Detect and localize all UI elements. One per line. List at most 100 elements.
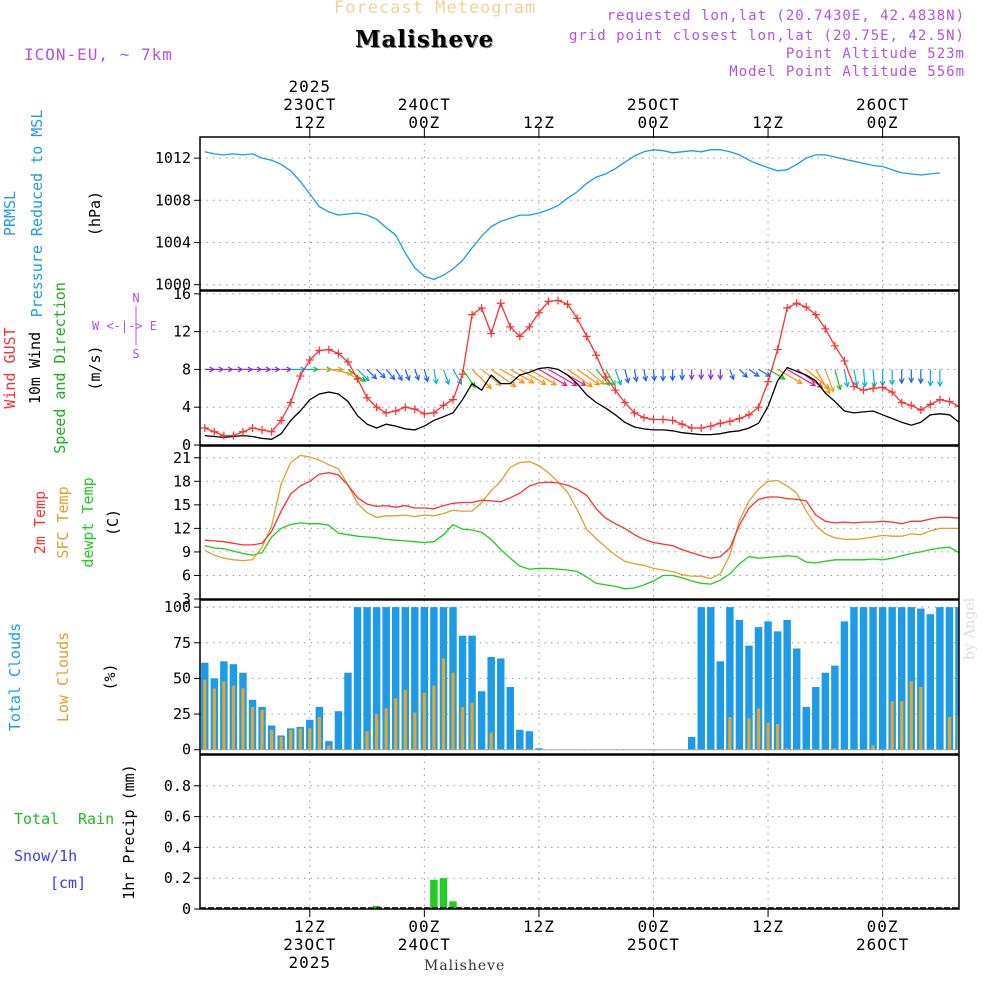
wind-arrow-head <box>486 383 492 390</box>
gust-marker <box>897 398 906 407</box>
gust-marker <box>754 403 763 412</box>
top-time-label: 2025 <box>289 77 332 96</box>
wind-arrow-head <box>753 371 760 377</box>
y-tick-label: 12 <box>173 323 191 341</box>
top-time-label: 23OCT <box>283 95 336 114</box>
low-cloud-bar <box>451 672 455 750</box>
low-cloud-bar <box>432 685 436 750</box>
wind-arrow-head <box>871 382 878 389</box>
wind-arrow <box>927 369 934 387</box>
panel-data <box>200 607 959 751</box>
compass-north: N <box>132 291 139 305</box>
wind-arrow-shaft <box>777 368 802 384</box>
low-cloud-bar <box>279 736 283 750</box>
series-line-dewpt-temp <box>204 522 959 590</box>
bottom-time-label: 00Z <box>867 917 899 936</box>
bottom-time-label: 25OCT <box>627 935 680 954</box>
wind-arrow-shaft <box>548 368 577 387</box>
wind-arrow <box>614 369 623 386</box>
panel-frame <box>199 445 960 600</box>
wind-arrow-shaft <box>834 369 841 390</box>
low-cloud-bar <box>919 686 923 750</box>
gust-marker <box>477 304 486 313</box>
gust-marker <box>449 395 457 404</box>
wind-arrow <box>908 369 915 384</box>
top-time-label: 00Z <box>408 113 440 132</box>
total-cloud-bar <box>821 672 830 750</box>
low-cloud-bar <box>489 732 493 750</box>
wind-arrow-head <box>518 378 526 384</box>
total-cloud-bar <box>506 686 515 750</box>
wind-arrow-head <box>616 379 623 386</box>
requested-coords: requested lon,lat (20.7430E, 42.4838N) <box>606 8 965 24</box>
y-tick-label: 4 <box>182 398 191 416</box>
gust-marker <box>592 351 601 360</box>
gust-marker <box>821 324 830 333</box>
total-cloud-bar <box>859 607 868 750</box>
low-cloud-bar <box>947 716 952 750</box>
low-cloud-bar <box>260 709 264 750</box>
wind-arrow-head <box>742 372 748 378</box>
wind-arrow <box>717 369 724 381</box>
y-tick-label: 0 <box>182 741 191 759</box>
wind-arrow <box>509 368 535 384</box>
wind-arrow <box>529 368 557 386</box>
wind-arrow <box>471 368 492 390</box>
wind-arrow-head <box>586 381 593 388</box>
low-cloud-bar <box>441 658 446 750</box>
total-cloud-bar <box>687 736 696 750</box>
wind-arrow-shaft <box>624 369 629 383</box>
bottom-time-label: 2025 <box>289 953 332 972</box>
total-cloud-bar <box>745 645 753 750</box>
wind-arrow-head <box>571 380 578 387</box>
wind-arrow <box>347 368 366 383</box>
wind-arrow-head <box>825 388 831 395</box>
wind-arrow <box>834 369 843 391</box>
wind-arrow-head <box>359 376 366 383</box>
gust-marker <box>945 397 954 406</box>
wind-arrow <box>233 366 244 373</box>
bottom-time-label: 00Z <box>408 917 440 936</box>
gust-marker <box>830 341 839 350</box>
gust-marker <box>916 406 925 415</box>
wind-arrow-shaft <box>843 369 849 387</box>
top-time-label: 26OCT <box>856 95 909 114</box>
wind-arrow-shaft <box>586 368 605 385</box>
precip-rain-label: Rain <box>78 810 114 828</box>
wind-arrow-head <box>707 374 714 381</box>
wind-arrow-head <box>669 375 676 382</box>
wind-arrow-head <box>729 374 735 381</box>
panel-clouds: 0 25 50 75 100 Total Clouds Low Clouds (%) <box>6 598 960 759</box>
y-tick-label: 0.6 <box>164 808 191 826</box>
gust-marker <box>324 345 333 354</box>
wind-arrow <box>605 369 616 387</box>
y-tick-label: 18 <box>173 472 191 490</box>
wind-arrow-head <box>550 380 557 386</box>
bottom-time-label: 12Z <box>752 917 784 936</box>
compass-west-east: W <-|-> E <box>92 319 157 333</box>
low-cloud-bar <box>775 724 780 750</box>
series-line-10m-wind <box>204 366 959 440</box>
wind-arrow <box>824 369 835 393</box>
series-line-sfc-temp <box>204 454 959 580</box>
wind-arrow-shaft <box>758 368 771 377</box>
point-altitude: Point Altitude 523m <box>785 46 965 62</box>
wind-arrow <box>204 366 216 373</box>
total-cloud-bar <box>468 635 476 750</box>
wind-arrow-shaft <box>567 368 593 387</box>
wind-arrow-shaft <box>471 368 492 389</box>
low-cloud-bar <box>241 688 245 750</box>
total-cloud-bar <box>869 607 877 750</box>
total-cloud-bar <box>334 711 343 750</box>
wind-arrow-head <box>237 366 244 373</box>
gust-marker <box>802 303 811 312</box>
wind-arrow-head <box>817 382 824 388</box>
wind-arrow <box>843 369 850 388</box>
panel-data <box>204 149 940 281</box>
wind-arrow-head <box>679 374 686 381</box>
y-tick-label: 25 <box>173 705 191 723</box>
wind-arrow <box>442 369 451 386</box>
low-cloud-bar <box>909 681 913 750</box>
total-cloud-bar <box>945 607 954 750</box>
